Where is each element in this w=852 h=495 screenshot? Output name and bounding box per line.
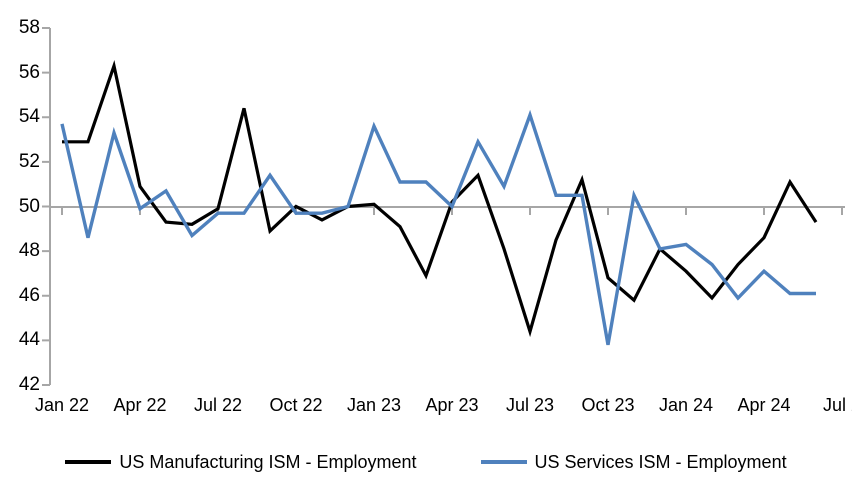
y-tick-label: 58	[18, 17, 40, 38]
y-axis-ticks	[42, 27, 50, 386]
y-tick-label: 54	[18, 106, 40, 128]
legend-swatch-services	[480, 460, 527, 464]
x-tick-label: Apr 22	[113, 395, 167, 415]
y-tick-label: 42	[18, 374, 40, 395]
x-tick-label: Jan 24	[658, 395, 714, 415]
y-tick-label: 46	[18, 284, 40, 306]
chart-legend: US Manufacturing ISM - Employment US Ser…	[0, 445, 852, 479]
x-tick-label: Apr 24	[737, 395, 791, 415]
y-tick-label: 44	[18, 329, 40, 351]
x-tick-label: Jul 2	[822, 395, 852, 415]
series-line-services	[60, 109, 816, 346]
y-tick-label: 52	[18, 150, 40, 172]
x-tick-label: Oct 23	[581, 395, 635, 415]
y-tick-label: 56	[18, 61, 40, 83]
x-tick-label: Apr 23	[425, 395, 479, 415]
series-line-manufacturing	[62, 59, 818, 338]
x-tick-label: Jul 22	[193, 395, 243, 415]
x-tick-label: Jan 22	[34, 395, 90, 415]
y-tick-label: 50	[18, 195, 40, 217]
legend-swatch-manufacturing	[65, 460, 112, 464]
legend-label-services: US Services ISM - Employment	[534, 452, 787, 472]
legend-label-manufacturing: US Manufacturing ISM - Employment	[119, 452, 417, 472]
legend-item-services[interactable]: US Services ISM - Employment	[480, 452, 787, 472]
x-tick-label: Jan 23	[346, 395, 402, 415]
y-tick-label: 48	[18, 240, 40, 262]
x-tick-label: Jul 23	[505, 395, 555, 415]
x-tick-label: Oct 22	[269, 395, 323, 415]
data-series-group	[60, 59, 818, 346]
legend-item-manufacturing[interactable]: US Manufacturing ISM - Employment	[65, 452, 417, 472]
